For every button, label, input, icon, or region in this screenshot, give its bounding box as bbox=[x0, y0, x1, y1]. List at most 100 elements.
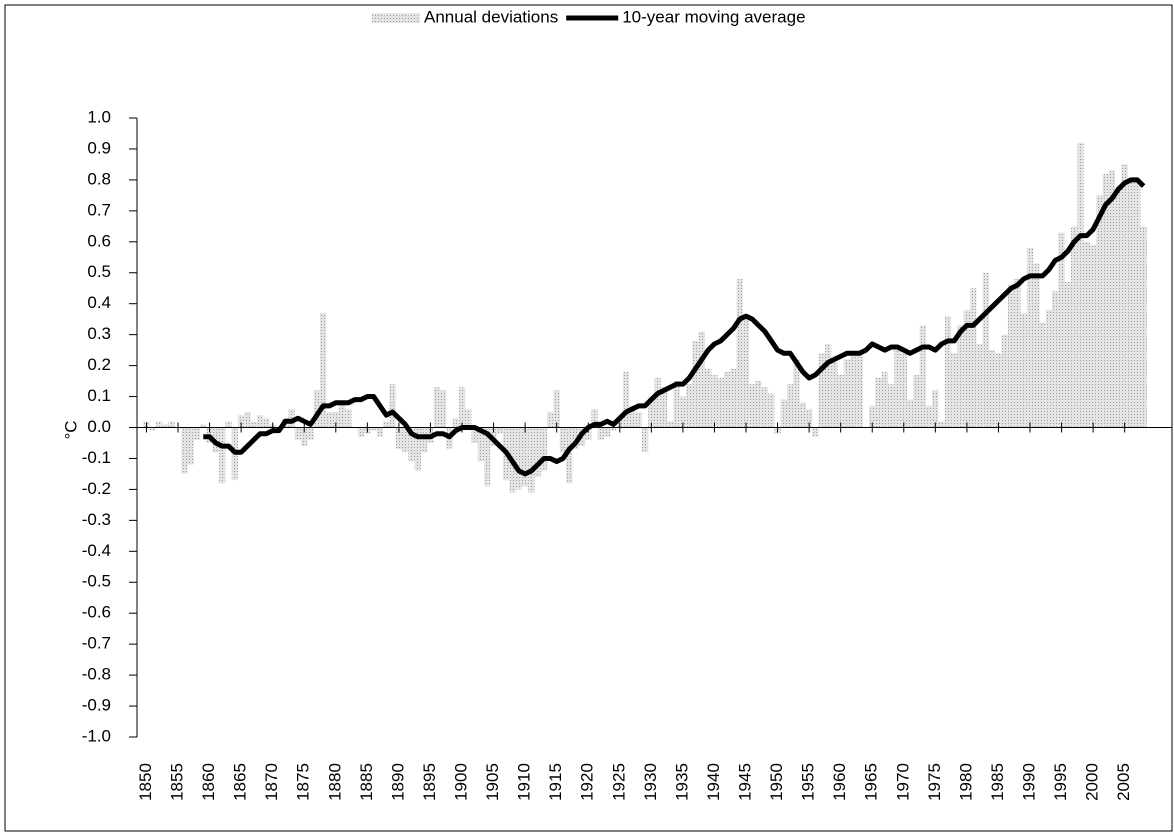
bar bbox=[679, 396, 687, 428]
bar bbox=[332, 412, 339, 428]
bar bbox=[843, 359, 851, 428]
y-tick-label: -0.8 bbox=[82, 665, 111, 684]
bar bbox=[881, 371, 889, 428]
y-tick-label: -0.4 bbox=[82, 541, 111, 560]
bar bbox=[149, 427, 156, 431]
y-tick-label: -0.3 bbox=[82, 510, 111, 529]
y-tick-label: -0.6 bbox=[82, 603, 111, 622]
x-tick-label: 1860 bbox=[199, 763, 218, 801]
y-tick-label: 0.5 bbox=[87, 262, 111, 281]
bar bbox=[629, 405, 636, 428]
x-tick-label: 1870 bbox=[262, 763, 281, 801]
legend-label: 10-year moving average bbox=[622, 7, 805, 26]
x-tick-label: 1980 bbox=[956, 763, 975, 801]
bar bbox=[168, 421, 175, 428]
y-tick-label: 0.6 bbox=[87, 231, 111, 250]
bar bbox=[585, 427, 592, 440]
x-tick-label: 1935 bbox=[672, 763, 691, 801]
bar bbox=[256, 415, 264, 428]
bar bbox=[237, 415, 245, 428]
bar bbox=[187, 427, 194, 465]
bar bbox=[812, 427, 819, 437]
y-tick-label: 0.9 bbox=[87, 138, 111, 157]
bar bbox=[1083, 241, 1090, 428]
bar bbox=[888, 384, 895, 428]
bar bbox=[995, 353, 1002, 428]
bar bbox=[982, 272, 989, 428]
bar bbox=[219, 427, 226, 484]
x-tick-label: 1960 bbox=[830, 763, 849, 801]
bar bbox=[736, 278, 743, 428]
bar bbox=[200, 424, 207, 428]
bar bbox=[850, 353, 857, 428]
bar bbox=[963, 309, 971, 428]
bar bbox=[711, 374, 718, 428]
x-tick-label: 1900 bbox=[451, 763, 470, 801]
x-tick-label: 1985 bbox=[988, 763, 1007, 801]
bar bbox=[193, 427, 201, 440]
bar bbox=[698, 331, 705, 428]
bar bbox=[654, 377, 661, 428]
bar bbox=[395, 427, 403, 450]
bar bbox=[919, 325, 926, 428]
bar bbox=[1115, 189, 1122, 428]
y-tick-label: -0.7 bbox=[82, 634, 111, 653]
bar bbox=[755, 381, 762, 428]
x-tick-label: 1965 bbox=[862, 763, 881, 801]
bar bbox=[944, 316, 952, 428]
bar bbox=[686, 384, 693, 428]
bar bbox=[730, 368, 737, 428]
bar bbox=[787, 384, 794, 428]
x-tick-label: 1970 bbox=[893, 763, 912, 801]
bar bbox=[951, 353, 958, 428]
bar bbox=[402, 427, 409, 453]
bar bbox=[338, 402, 346, 428]
bar bbox=[1127, 179, 1135, 428]
y-tick-label: -0.9 bbox=[82, 696, 111, 715]
bar bbox=[793, 359, 800, 428]
bar bbox=[780, 399, 788, 428]
y-tick-label: 0.0 bbox=[87, 417, 111, 436]
bar bbox=[1121, 164, 1128, 428]
x-tick-label: 1995 bbox=[1051, 763, 1070, 801]
bar bbox=[370, 427, 377, 431]
bar bbox=[515, 427, 522, 490]
y-tick-label: 0.3 bbox=[87, 324, 111, 343]
y-axis-label: °C bbox=[61, 420, 80, 439]
y-tick-label: -0.2 bbox=[82, 479, 111, 498]
bar bbox=[345, 408, 352, 428]
bar bbox=[856, 353, 863, 428]
bar bbox=[471, 427, 478, 443]
bar bbox=[540, 427, 548, 471]
x-tick-label: 1885 bbox=[357, 763, 376, 801]
bar bbox=[673, 381, 680, 428]
bar bbox=[1045, 309, 1053, 428]
y-tick-label: 0.4 bbox=[87, 293, 111, 312]
x-tick-label: 1920 bbox=[578, 763, 597, 801]
bar bbox=[622, 371, 630, 428]
bar bbox=[837, 374, 844, 428]
bar bbox=[976, 343, 983, 428]
x-tick-label: 1875 bbox=[294, 763, 313, 801]
x-tick-label: 1895 bbox=[420, 763, 439, 801]
bar bbox=[610, 427, 617, 431]
bar bbox=[439, 390, 447, 428]
bar bbox=[913, 374, 920, 428]
bar bbox=[566, 427, 573, 484]
x-tick-label: 1850 bbox=[136, 763, 155, 801]
bar bbox=[1089, 244, 1097, 428]
bar bbox=[162, 424, 169, 428]
bar bbox=[717, 377, 724, 428]
bar bbox=[465, 408, 472, 428]
bar bbox=[932, 390, 939, 428]
y-tick-label: 0.2 bbox=[87, 355, 111, 374]
bar bbox=[742, 316, 750, 428]
bar bbox=[326, 412, 333, 428]
bar bbox=[1077, 142, 1084, 428]
y-tick-label: -0.5 bbox=[82, 572, 111, 591]
bar bbox=[477, 427, 485, 462]
bar bbox=[894, 347, 901, 428]
bar bbox=[597, 427, 605, 440]
bar bbox=[970, 288, 977, 428]
bar bbox=[1134, 182, 1141, 428]
